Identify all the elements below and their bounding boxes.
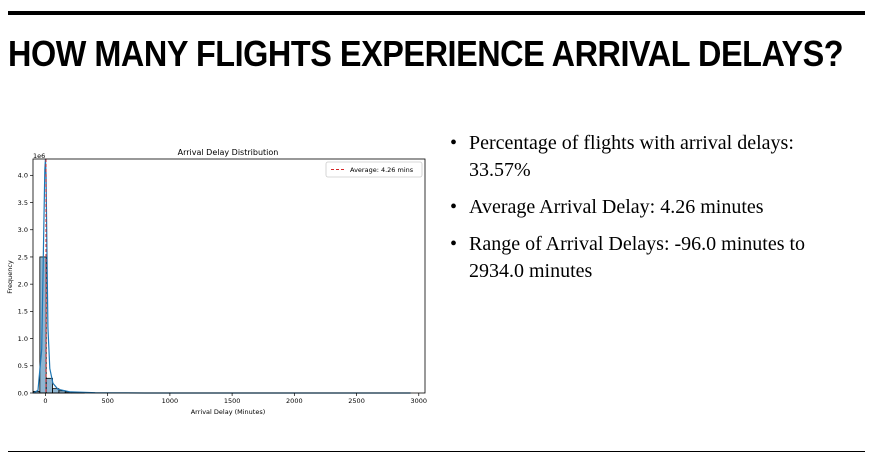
legend-average-label: Average: 4.26 mins: [350, 166, 414, 174]
chart-title: Arrival Delay Distribution: [178, 148, 279, 157]
x-tick-label: 500: [101, 397, 113, 405]
x-tick-label: 2500: [348, 397, 365, 405]
y-tick-label: 1.5: [18, 308, 28, 316]
kde-curve: [33, 158, 411, 394]
bullet-item-delay-percentage: Percentage of flights with arrival delay…: [450, 130, 860, 184]
slide-title: HOW MANY FLIGHTS EXPERIENCE ARRIVAL DELA…: [8, 33, 844, 74]
arrival-delay-histogram: Arrival Delay Distribution 1e6 Arrival D…: [6, 148, 428, 416]
x-tick-label: 0: [43, 397, 47, 405]
top-rule: [8, 11, 865, 15]
x-tick-label: 1500: [224, 397, 241, 405]
bullet-item-average-delay: Average Arrival Delay: 4.26 minutes: [450, 194, 860, 221]
y-tick-label: 3.5: [18, 199, 28, 207]
plot-area: 0 500 1000 1500 2000 2500 3000 0.0 0.5 1.0 1.5 2.0 2…: [18, 158, 428, 405]
y-tick-label: 4.0: [18, 172, 28, 180]
bullet-list: Percentage of flights with arrival delay…: [450, 130, 860, 295]
x-tick-label: 2000: [286, 397, 303, 405]
plot-frame: [32, 158, 426, 394]
bullet-item-delay-range: Range of Arrival Delays: -96.0 minutes t…: [450, 231, 860, 285]
x-tick-label: 3000: [411, 397, 428, 405]
x-tick-label: 1000: [162, 397, 179, 405]
y-tick-label: 3.0: [18, 226, 28, 234]
y-tick-label: 1.0: [18, 335, 28, 343]
y-tick-label: 2.0: [18, 280, 28, 288]
chart-legend: Average: 4.26 mins: [325, 161, 423, 178]
y-tick-label: 0.5: [18, 362, 28, 370]
histogram-bar: [45, 377, 53, 394]
y-tick-label: 0.0: [18, 389, 28, 397]
y-tick-label: 2.5: [18, 253, 28, 261]
y-axis-label: Frequency: [6, 260, 14, 294]
y-multiplier-label: 1e6: [33, 152, 45, 160]
x-axis-label: Arrival Delay (Minutes): [191, 408, 266, 416]
bottom-rule: [8, 451, 865, 452]
legend-box: [325, 161, 423, 178]
